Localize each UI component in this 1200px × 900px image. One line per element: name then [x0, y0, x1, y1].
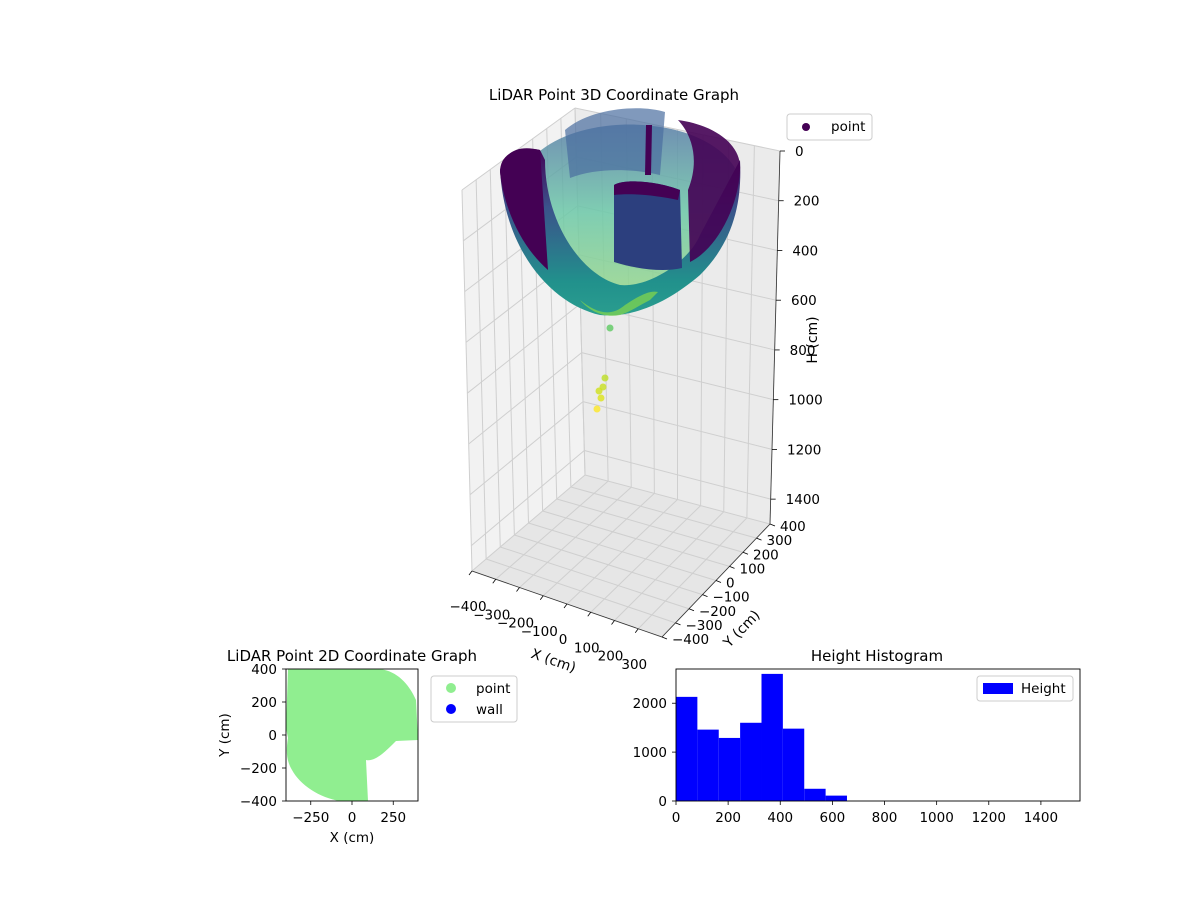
bowl-back-wall [565, 108, 665, 178]
y-tick-label-2d: −400 [240, 794, 277, 810]
z-axis-line [769, 150, 781, 525]
legend-label-height: Height [1021, 681, 1066, 697]
z-tick-label: 1400 [786, 492, 820, 508]
legend-label-point: point [476, 681, 510, 697]
y-tick-label-2d: 400 [251, 662, 277, 678]
y-tick-label: 0 [726, 576, 735, 592]
y-tick-label: 400 [780, 519, 806, 535]
legend-3d: point [786, 113, 873, 141]
y-tick-label-hist: 2000 [633, 696, 667, 712]
histogram-bar [740, 722, 762, 801]
x-tick-label: −100 [521, 624, 558, 640]
column-left [645, 125, 652, 175]
x-tick-label: −300 [473, 607, 510, 623]
x-tick-label-hist: 1000 [919, 810, 953, 826]
y-tick-label-hist: 1000 [633, 745, 667, 761]
chart-2d: LiDAR Point 2D Coordinate Graph −250 0 250… [217, 647, 518, 846]
z-tick-label: 800 [790, 343, 816, 359]
x-axis-label-3d: X (cm) [529, 646, 578, 676]
y-tick-label: −100 [713, 590, 750, 606]
stray-point [593, 405, 601, 413]
x-tick-label: 200 [598, 649, 624, 665]
chart-histogram: Height Histogram 0 200 400 600 800 1000 1200 14… [633, 647, 1081, 826]
panel-front [614, 181, 682, 270]
legend-label-point: point [831, 119, 865, 135]
legend-marker-wall [446, 704, 456, 714]
x-tick-label: 300 [621, 657, 647, 673]
z-tick-label: 0 [795, 144, 804, 160]
z-tick-label: 200 [794, 194, 820, 210]
histogram-bars [676, 673, 847, 801]
bowl-outer [500, 148, 741, 316]
bowl-rim-left [500, 148, 548, 270]
x-tick-label-hist: 1400 [1024, 810, 1058, 826]
point-region [286, 669, 418, 801]
stray-point [595, 387, 603, 395]
z-tick-label: 1000 [788, 393, 822, 409]
histogram-bar [718, 737, 741, 801]
chart-3d: LiDAR Point 3D Coordinate Graph [449, 86, 873, 676]
x-tick-label-2d: −250 [292, 810, 329, 826]
y-tick-label-2d: 0 [268, 728, 277, 744]
y-tick-label: −400 [672, 632, 709, 648]
x-tick-label-hist: 0 [672, 810, 681, 826]
histogram-bar [825, 795, 847, 801]
histogram-bar [676, 696, 698, 801]
x-tick-label-2d: 0 [348, 810, 357, 826]
x-tick-label: 100 [574, 640, 600, 656]
y-axis-label-2d: Y (cm) [217, 713, 233, 758]
histogram-bar [697, 729, 719, 801]
x-tick-label-2d: 250 [380, 810, 406, 826]
histogram-bar [761, 673, 783, 801]
x-tick-label-hist: 200 [715, 810, 741, 826]
x-tick-label: −400 [449, 599, 486, 615]
histogram-bar [782, 728, 805, 801]
y-tick-label-2d: 200 [251, 695, 277, 711]
chart-2d-title: LiDAR Point 2D Coordinate Graph [227, 647, 477, 665]
y-tick-label-2d: −200 [240, 761, 277, 777]
point-cloud [500, 108, 741, 413]
stray-point [606, 324, 614, 332]
y-tick-label: −200 [699, 604, 736, 620]
y-tick-label-hist: 0 [658, 794, 667, 810]
legend-histogram: Height [976, 675, 1074, 702]
legend-label-wall: wall [476, 702, 503, 718]
y-tick-label: −300 [686, 618, 723, 634]
y-tick-label: 100 [740, 561, 766, 577]
z-tick-label: 600 [791, 293, 817, 309]
x-tick-label-hist: 1200 [972, 810, 1006, 826]
y-tick-label: 300 [767, 533, 793, 549]
y-tick-label: 200 [753, 547, 779, 563]
bowl-bottom-tip [580, 291, 658, 316]
x-tick-label-hist: 400 [767, 810, 793, 826]
z-tick-label: 400 [792, 243, 818, 259]
chart-3d-title: LiDAR Point 3D Coordinate Graph [489, 86, 739, 104]
legend-marker-point [802, 123, 810, 131]
legend-marker-height [983, 683, 1013, 694]
x-tick-label: 0 [559, 632, 568, 648]
x-axis-label-2d: X (cm) [330, 830, 375, 846]
x-tick-label-hist: 800 [872, 810, 898, 826]
stray-point [601, 374, 609, 382]
x-tick-label: −200 [497, 616, 534, 632]
legend-2d: point wall [430, 675, 518, 723]
x-tick-label-hist: 600 [819, 810, 845, 826]
stray-point [597, 394, 605, 402]
histogram-bar [804, 788, 826, 801]
z-axis-label-3d: H (cm) [805, 316, 821, 363]
legend-marker-point [446, 683, 456, 693]
bowl-rim-right [678, 120, 741, 262]
panel-front-top [614, 181, 680, 200]
z-tick-label: 1200 [787, 442, 821, 458]
histogram-title: Height Histogram [811, 647, 943, 665]
